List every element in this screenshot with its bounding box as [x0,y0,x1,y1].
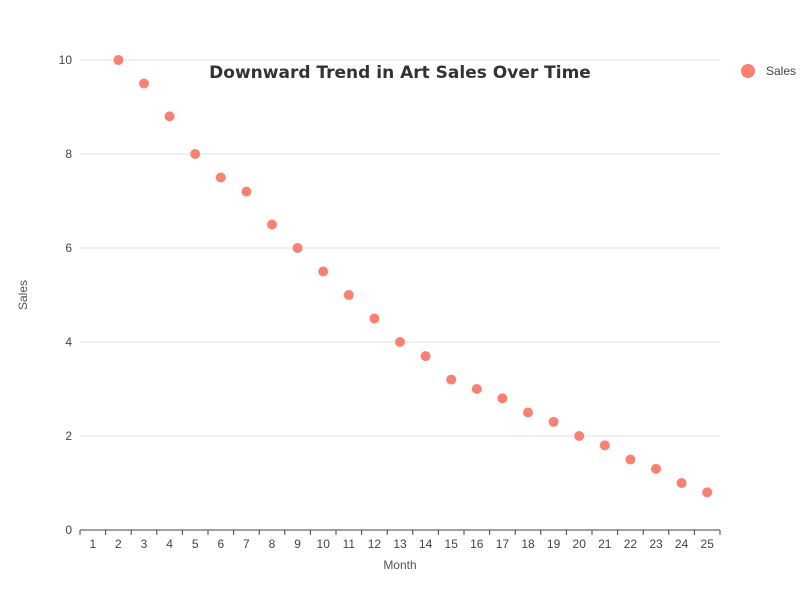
y-axis-ticks: 0 2 4 6 8 10 [59,53,73,537]
x-tick-label: 23 [649,537,663,551]
data-point[interactable] [446,374,457,385]
data-point[interactable] [267,219,277,230]
data-point[interactable] [676,478,687,488]
data-point[interactable] [702,487,713,498]
data-point[interactable] [241,186,252,197]
x-axis-ticks: 1 2 3 4 5 6 7 8 9 10 11 12 13 14 15 16 17 18 19 20 21 22 23 24 2… [79,530,721,551]
x-axis-title: Month [383,558,416,572]
x-tick-label: 6 [217,537,224,551]
data-point[interactable] [625,454,636,465]
grid-lines [80,59,720,437]
data-point[interactable] [190,149,201,159]
x-tick-label: 10 [317,537,331,551]
legend-marker-sales [741,64,755,78]
data-point[interactable] [420,351,431,362]
x-tick-label: 8 [269,537,276,551]
x-tick-label: 20 [573,537,587,551]
x-tick-label: 24 [675,537,689,551]
x-tick-label: 25 [701,537,715,551]
y-tick-label: 6 [65,241,72,255]
data-point[interactable] [292,243,303,253]
x-tick-label: 22 [624,537,638,551]
x-tick-label: 21 [598,537,612,551]
x-tick-label: 14 [419,537,433,551]
x-tick-label: 1 [89,537,96,551]
x-tick-label: 2 [115,537,122,551]
y-axis-title: Sales [16,280,30,310]
data-point[interactable] [215,172,226,183]
y-tick-label: 4 [65,335,72,349]
data-point[interactable] [369,313,380,324]
data-point[interactable] [395,337,405,347]
chart-title: Downward Trend in Art Sales Over Time [209,63,591,83]
y-tick-label: 10 [59,53,73,67]
data-point[interactable] [318,266,329,277]
data-point[interactable] [164,111,175,122]
data-point[interactable] [599,440,610,451]
x-tick-label: 9 [294,537,301,551]
x-tick-label: 16 [470,537,484,551]
x-tick-label: 19 [547,537,561,551]
x-tick-label: 11 [343,537,356,551]
data-point[interactable] [471,384,482,394]
data-point[interactable] [113,55,124,65]
x-tick-label: 4 [166,537,173,551]
legend[interactable]: Sales [741,64,796,78]
x-tick-label: 17 [496,537,510,551]
y-tick-label: 8 [65,147,72,161]
data-point[interactable] [651,463,661,474]
x-tick-label: 15 [445,537,459,551]
data-points [113,55,713,498]
x-tick-label: 18 [521,537,535,551]
x-tick-label: 13 [393,537,407,551]
x-tick-label: 3 [141,537,148,551]
x-tick-label: 12 [368,537,382,551]
data-point[interactable] [523,407,533,418]
data-point[interactable] [497,393,508,404]
y-tick-label: 2 [65,429,72,443]
data-point[interactable] [343,290,354,300]
legend-label-sales: Sales [766,64,796,78]
y-tick-label: 0 [65,523,72,537]
x-tick-label: 5 [192,537,199,551]
data-point[interactable] [548,416,559,427]
x-tick-label: 7 [243,537,250,551]
data-point[interactable] [574,431,585,441]
data-point[interactable] [139,78,149,89]
